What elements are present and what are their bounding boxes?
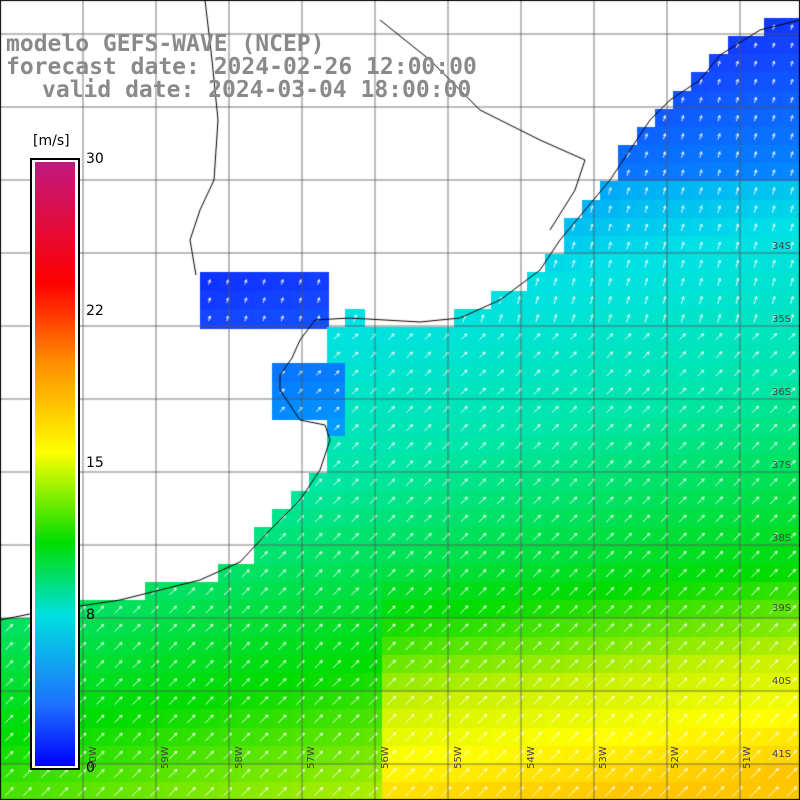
colorbar-tick-15: 15 [86, 455, 104, 471]
lon-label: 57W [305, 746, 317, 769]
lat-label: 41S [772, 749, 792, 760]
colorbar-unit: [m/s] [33, 133, 70, 149]
lon-label: 55W [452, 746, 464, 769]
model-title: modelo GEFS-WAVE (NCEP) [6, 31, 325, 57]
lon-label: 54W [525, 746, 537, 769]
lon-label: 56W [379, 746, 391, 769]
lon-label: 53W [597, 746, 609, 769]
colorbar-tick-22: 22 [86, 303, 104, 319]
lat-label: 38S [772, 533, 792, 544]
colorbar [30, 158, 80, 770]
lon-label: 51W [741, 746, 753, 769]
colorbar-tick-30: 30 [86, 151, 104, 167]
colorbar-tick-8: 8 [86, 607, 95, 623]
forecast-date: forecast date: 2024-02-26 12:00:00 [6, 54, 477, 80]
lat-label: 37S [772, 460, 792, 471]
lat-label: 36S [772, 387, 792, 398]
lon-label: 60W [87, 746, 99, 769]
valid-date: valid date: 2024-03-04 18:00:00 [42, 77, 472, 103]
lat-label: 39S [772, 603, 792, 614]
lon-label: 52W [669, 746, 681, 769]
lon-label: 59W [159, 746, 171, 769]
lat-label: 40S [772, 676, 792, 687]
lat-label: 34S [772, 241, 792, 252]
lat-label: 35S [772, 314, 792, 325]
colorbar-tick-0: 0 [86, 760, 95, 776]
lon-label: 58W [233, 746, 245, 769]
colorbar-gradient [35, 162, 75, 766]
